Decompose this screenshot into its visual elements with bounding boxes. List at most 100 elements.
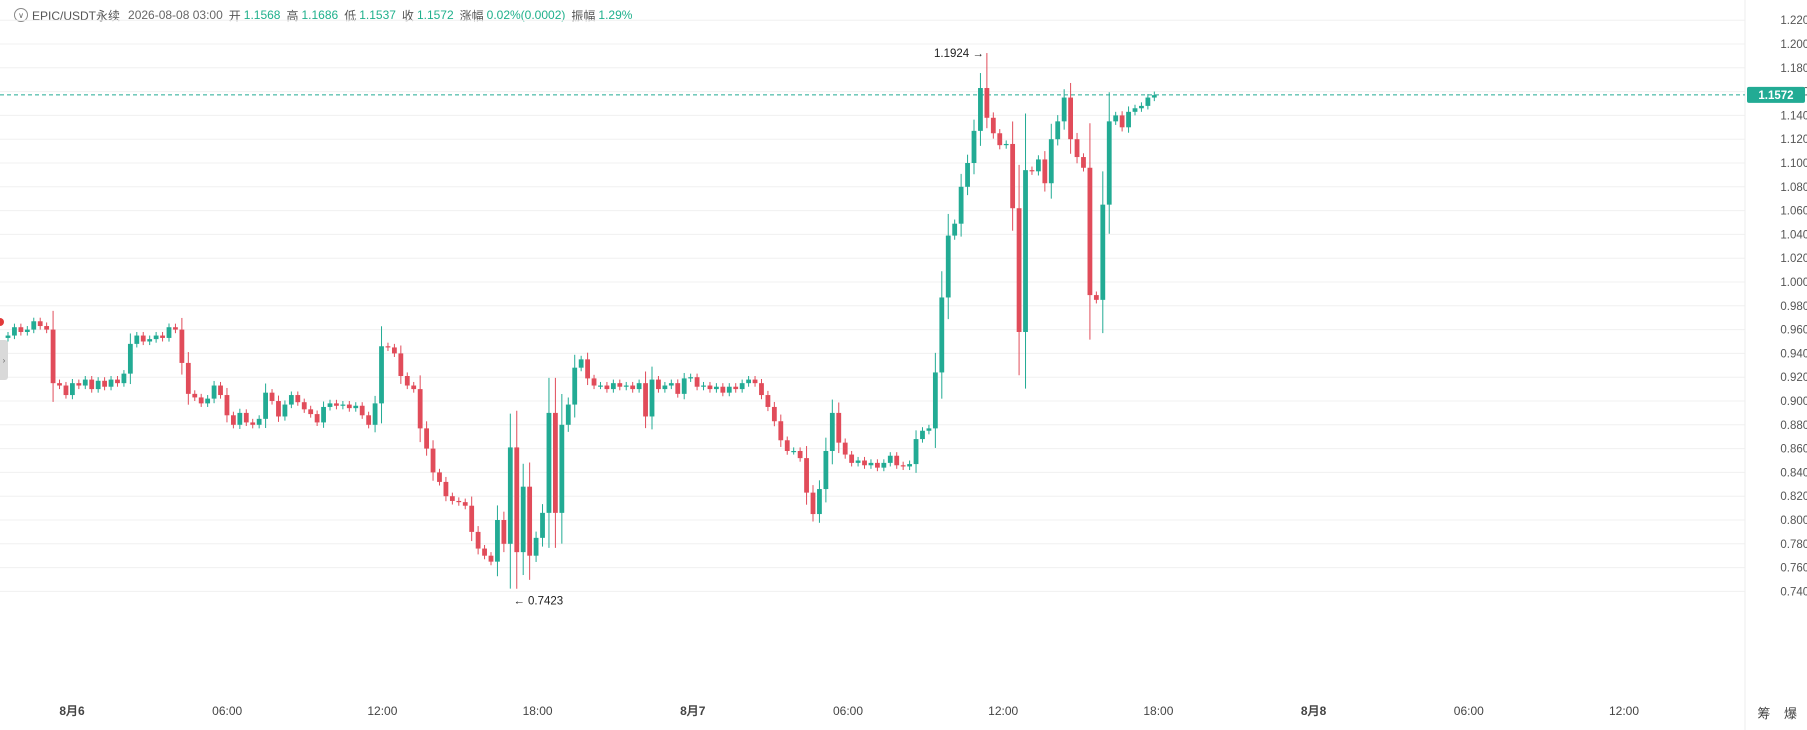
last-price-text: 1.1572 [1758, 90, 1793, 102]
candle-body [5, 335, 11, 338]
liquidation-button[interactable]: 爆 [1783, 706, 1797, 721]
candle-body [771, 406, 777, 422]
candle-body [585, 359, 590, 379]
candle-body [778, 421, 784, 441]
candle-body [398, 353, 404, 377]
candle-body [411, 385, 417, 390]
footer-tools: 筹 爆 [1747, 703, 1797, 722]
candle-body [256, 418, 262, 425]
candle-body [720, 386, 726, 393]
candle-body [1132, 108, 1138, 112]
candle-body [997, 133, 1003, 146]
candle-body [978, 88, 983, 131]
candle-body [656, 379, 661, 390]
candle-body [694, 377, 700, 387]
candle-body [1119, 115, 1125, 128]
candle-body [598, 385, 603, 387]
candle-body [636, 383, 642, 390]
candle-body [153, 335, 159, 340]
candle-body [804, 458, 809, 493]
candle-body [89, 379, 95, 390]
extreme-price-label: 1.1924 → [934, 48, 984, 60]
candle-body [353, 405, 359, 409]
y-tick-label: 1.1800 [1780, 63, 1807, 75]
y-tick-label: 1.1000 [1780, 158, 1807, 170]
candle-body [314, 414, 320, 423]
x-tick-label: 12:00 [367, 704, 397, 718]
x-tick-label: 06:00 [212, 704, 242, 718]
candle-body [243, 412, 249, 423]
candle-body [334, 403, 339, 406]
candle-body [321, 406, 326, 423]
y-tick-label: 0.7400 [1780, 586, 1807, 598]
candle-body [327, 403, 333, 407]
candle-body [707, 385, 713, 390]
candle-body [308, 409, 314, 415]
candle-body [855, 460, 861, 463]
candle-body [675, 383, 681, 394]
candle-body [449, 496, 455, 501]
candle-body [1048, 139, 1054, 184]
candle-body [578, 359, 584, 368]
candle-body [372, 403, 378, 425]
candle-body [482, 548, 487, 556]
candle-body [31, 321, 37, 330]
candle-body [282, 404, 288, 417]
candle-body [1087, 167, 1093, 296]
candle-body [488, 555, 494, 562]
candle-body [842, 442, 848, 455]
candle-body [829, 412, 835, 451]
candle-body [469, 505, 475, 532]
candle-body [1061, 97, 1067, 122]
candle-body [926, 428, 932, 431]
candle-body [643, 383, 648, 417]
candle-body [501, 520, 507, 544]
candle-body [565, 404, 571, 425]
candle-body [759, 383, 764, 396]
candle-body [1074, 139, 1080, 158]
candle-body [617, 383, 623, 387]
candle-body [945, 235, 951, 298]
x-tick-label: 8月6 [59, 704, 85, 718]
candle-body [887, 455, 893, 463]
candle-body [559, 424, 565, 513]
collapse-icon[interactable]: ∨ [14, 8, 28, 22]
candle-body [623, 385, 629, 387]
candle-body [1042, 159, 1048, 184]
extreme-price-label: ← 0.7423 [513, 596, 563, 608]
symbol-label[interactable]: EPIC/USDT永续 [32, 8, 121, 23]
candle-body [379, 346, 384, 404]
candle-body [24, 329, 30, 332]
candle-body [1151, 95, 1157, 98]
candle-body [507, 447, 513, 544]
candle-body [875, 462, 880, 468]
candle-body [746, 379, 751, 384]
y-tick-label: 1.0400 [1780, 229, 1807, 241]
candle-body [179, 329, 185, 363]
open-value: 1.1568 [243, 8, 281, 22]
candle-body [359, 405, 365, 416]
candle-body [739, 383, 745, 390]
candle-body [437, 472, 442, 482]
y-tick-label: 1.2000 [1780, 39, 1807, 51]
candle-body [443, 481, 449, 497]
candle-body [1023, 170, 1028, 332]
candle-body [50, 329, 56, 384]
candle-body [1113, 115, 1119, 122]
datetime-label: 2026-08-08 03:00 [128, 8, 223, 22]
candle-body [417, 389, 423, 429]
candle-body [984, 88, 990, 118]
y-tick-label: 1.1200 [1780, 134, 1807, 146]
chip-distribution-button[interactable]: 筹 [1757, 706, 1771, 721]
expand-handle[interactable]: › [0, 340, 8, 380]
candle-body [791, 450, 797, 453]
candle-body [231, 415, 236, 425]
alert-dot [0, 318, 4, 326]
